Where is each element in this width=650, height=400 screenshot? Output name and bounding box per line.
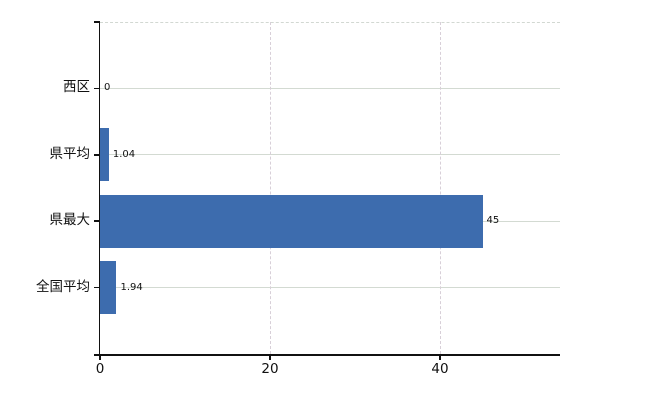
x-tick-label-20: 20 — [261, 361, 279, 377]
x-tick — [439, 354, 441, 360]
category-label-2: 県平均 — [49, 145, 91, 162]
bar-value-label: 45 — [486, 215, 500, 227]
x-tick-label-0: 0 — [95, 361, 105, 377]
plot-top-gridline — [100, 21, 560, 23]
h-gridline — [100, 154, 560, 156]
y-tick — [94, 87, 100, 90]
bar-value-label: 1.04 — [112, 148, 136, 160]
bar-全国平均 — [100, 261, 117, 315]
x-tick-label-40: 40 — [431, 361, 449, 377]
bar-県平均 — [100, 128, 109, 182]
y-tick — [94, 154, 100, 156]
category-label-1: 西区 — [63, 79, 90, 96]
y-tick — [94, 21, 100, 23]
x-tick — [269, 354, 271, 360]
category-label-3: 県最大 — [49, 212, 91, 229]
bar-県最大 — [100, 194, 483, 248]
x-axis-spine — [94, 354, 560, 356]
h-gridline — [100, 87, 560, 89]
v-gridline — [269, 22, 271, 354]
x-tick — [99, 354, 101, 360]
bar-value-label: 1.94 — [120, 281, 143, 293]
category-label-4: 全国平均 — [36, 278, 90, 295]
h-gridline — [100, 287, 560, 289]
y-axis-spine — [98, 22, 100, 356]
y-tick — [94, 286, 100, 289]
y-tick — [94, 220, 100, 222]
v-gridline — [439, 22, 441, 354]
bar-value-label: 0 — [104, 82, 111, 94]
